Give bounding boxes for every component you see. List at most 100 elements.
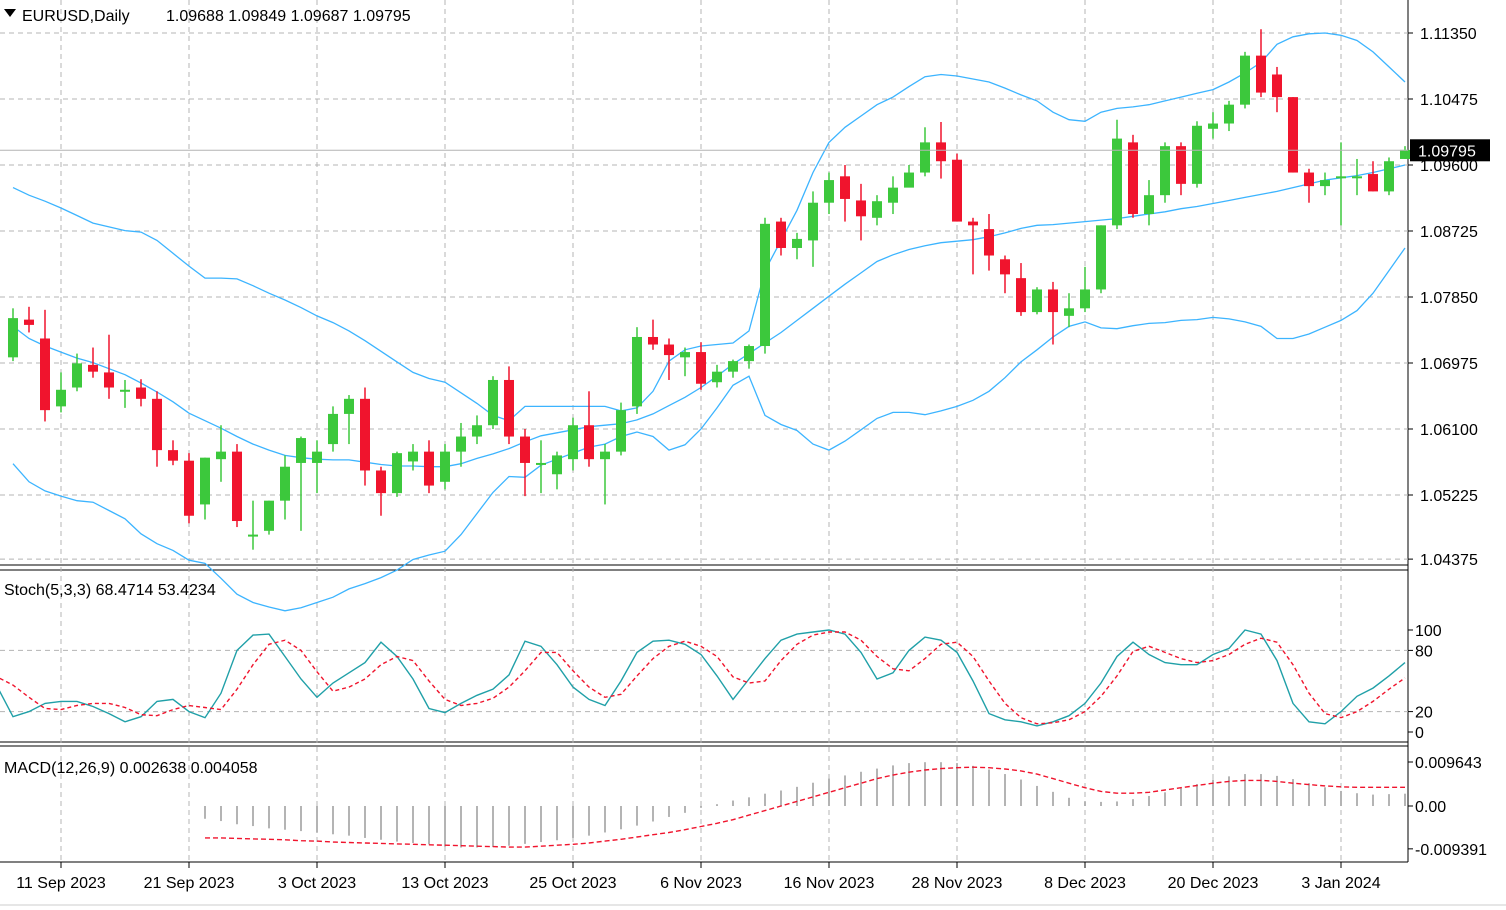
time-axis-label: 3 Oct 2023 [278, 875, 356, 892]
candle-body [328, 413, 338, 445]
candle [40, 309, 50, 422]
candle [728, 359, 738, 378]
candle-body [888, 187, 898, 203]
candle-body [568, 425, 578, 460]
candle [1288, 97, 1298, 173]
candle [280, 455, 290, 520]
candle [920, 127, 930, 177]
candle-body [920, 142, 930, 173]
candle [424, 440, 434, 494]
candle-body [1384, 161, 1394, 192]
candle-body [232, 451, 242, 522]
stoch-tick-label: 100 [1415, 623, 1442, 640]
time-axis-label: 21 Sep 2023 [144, 875, 235, 892]
candle-body [184, 460, 194, 516]
macd-tick-label: 0.009643 [1415, 755, 1482, 772]
candle [1064, 293, 1074, 328]
candle [472, 415, 482, 445]
candle [344, 395, 354, 445]
candle-body [1128, 142, 1138, 215]
candle-body [616, 410, 626, 452]
macd-signal-line [205, 766, 1405, 848]
candle [440, 444, 450, 490]
candle-body [1160, 146, 1170, 196]
time-axis-label: 3 Jan 2024 [1301, 875, 1380, 892]
candle [888, 176, 898, 215]
time-axis-label: 28 Nov 2023 [912, 875, 1003, 892]
candle [1336, 142, 1346, 226]
candle [1016, 263, 1026, 316]
candle-body [1192, 125, 1202, 184]
candle [760, 217, 770, 354]
candle-body [1304, 172, 1314, 187]
candle [664, 338, 674, 380]
candle [1096, 225, 1106, 294]
price-tick-label: 1.07850 [1420, 290, 1478, 307]
candle-body [248, 534, 258, 537]
candle [1320, 172, 1330, 196]
triangle-down-icon[interactable] [4, 9, 16, 17]
candle-body [1208, 123, 1218, 129]
candle [1160, 142, 1170, 203]
candle [952, 153, 962, 222]
price-tick-label: 1.06975 [1420, 356, 1478, 373]
candle [296, 436, 306, 531]
candle-body [520, 436, 530, 463]
candle-body [840, 176, 850, 199]
candle-body [728, 361, 738, 372]
candle-body [264, 500, 274, 531]
candle-body [552, 455, 562, 475]
candle [792, 232, 802, 260]
time-axis-label: 16 Nov 2023 [784, 875, 875, 892]
price-tick-label: 1.11350 [1420, 26, 1477, 43]
candle-body [664, 344, 674, 356]
candle [1208, 112, 1218, 139]
candle [56, 372, 66, 413]
price-tick-label: 1.08725 [1420, 224, 1478, 241]
candle [248, 500, 258, 550]
candle [152, 391, 162, 467]
candle-body [392, 453, 402, 494]
candle [168, 440, 178, 466]
candle [648, 319, 658, 350]
candle-body [360, 398, 370, 471]
candle [1144, 180, 1154, 226]
candle [184, 453, 194, 524]
candle [88, 347, 98, 378]
candle-body [808, 202, 818, 241]
candle-body [776, 221, 786, 248]
candle-body [680, 352, 690, 358]
candle [376, 466, 386, 516]
time-axis-label: 11 Sep 2023 [16, 875, 106, 892]
macd-indicator [204, 762, 1406, 848]
candle-body [344, 398, 354, 414]
candle [1192, 121, 1202, 188]
stoch-label: Stoch(5,3,3) 68.4714 53.4234 [4, 582, 216, 599]
candle [824, 172, 834, 215]
candle-body [1032, 289, 1042, 313]
candle [312, 440, 322, 494]
candle [104, 334, 114, 399]
candle-body [88, 364, 98, 372]
candle-body [440, 451, 450, 482]
candle [1224, 100, 1234, 132]
stoch-tick-label: 20 [1415, 705, 1433, 722]
candle-body [584, 425, 594, 460]
candle-body [856, 200, 866, 217]
candle [328, 406, 338, 452]
candle-body [1240, 55, 1250, 105]
candle-body [632, 336, 642, 407]
candle [1240, 51, 1250, 109]
candle [408, 444, 418, 471]
time-axis-label: 8 Dec 2023 [1044, 875, 1126, 892]
candle-body [424, 451, 434, 486]
stoch-main-line [0, 629, 1406, 727]
candle-body [1000, 259, 1010, 275]
candle-body [904, 172, 914, 188]
candle [1304, 168, 1314, 203]
candle-body [456, 436, 466, 452]
candle-body [40, 338, 50, 411]
candle [616, 402, 626, 456]
